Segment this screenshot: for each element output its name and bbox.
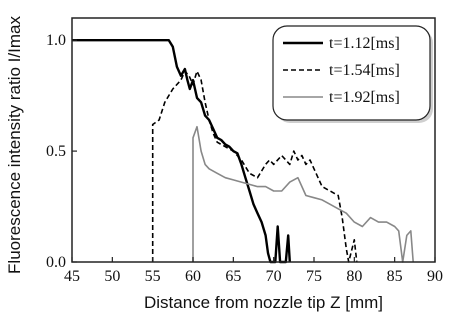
legend-label-3: t=1.92[ms] [329,89,400,106]
series-line-2 [151,70,358,263]
y-tick-label: 0.0 [46,254,66,271]
y-tick-label: 1.0 [46,32,66,49]
x-tick-label: 85 [387,268,403,285]
x-tick-label: 90 [427,268,443,285]
x-tick-label: 80 [346,268,362,285]
legend-label-1: t=1.12[ms] [329,35,400,52]
x-tick-label: 60 [185,268,201,285]
axes: 45 50 55 60 65 70 75 80 85 90 0.0 0.5 1.0 Distance fr… [5,16,443,312]
plot-frame [71,17,436,263]
series-line-3 [192,125,414,263]
y-tick-label: 0.5 [46,143,66,160]
x-axis-label: Distance from nozzle tip Z [mm] [144,293,383,312]
y-axis-label: Fluorescence intensity ratio I/Imax [5,16,24,274]
x-tick-label: 65 [225,268,241,285]
x-tick-label: 70 [266,268,282,285]
legend: t=1.12[ms] t=1.54[ms] t=1.92[ms] [272,25,433,123]
series-line-1 [72,39,291,264]
x-tick-label: 50 [104,268,120,285]
x-tick-label: 55 [145,268,161,285]
x-tick-label: 45 [64,268,80,285]
legend-label-2: t=1.54[ms] [329,62,400,79]
x-tick-label: 75 [306,268,322,285]
